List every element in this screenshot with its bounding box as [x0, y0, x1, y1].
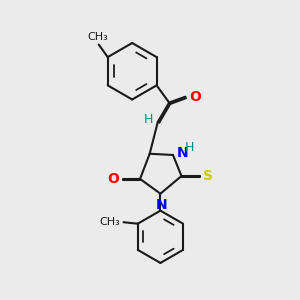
Text: O: O: [189, 90, 201, 104]
Text: H: H: [144, 113, 154, 126]
Text: H: H: [184, 141, 194, 154]
Text: O: O: [107, 172, 119, 186]
Text: N: N: [177, 146, 188, 160]
Text: CH₃: CH₃: [88, 32, 109, 42]
Text: CH₃: CH₃: [100, 217, 121, 226]
Text: N: N: [156, 198, 167, 212]
Text: S: S: [203, 169, 214, 183]
